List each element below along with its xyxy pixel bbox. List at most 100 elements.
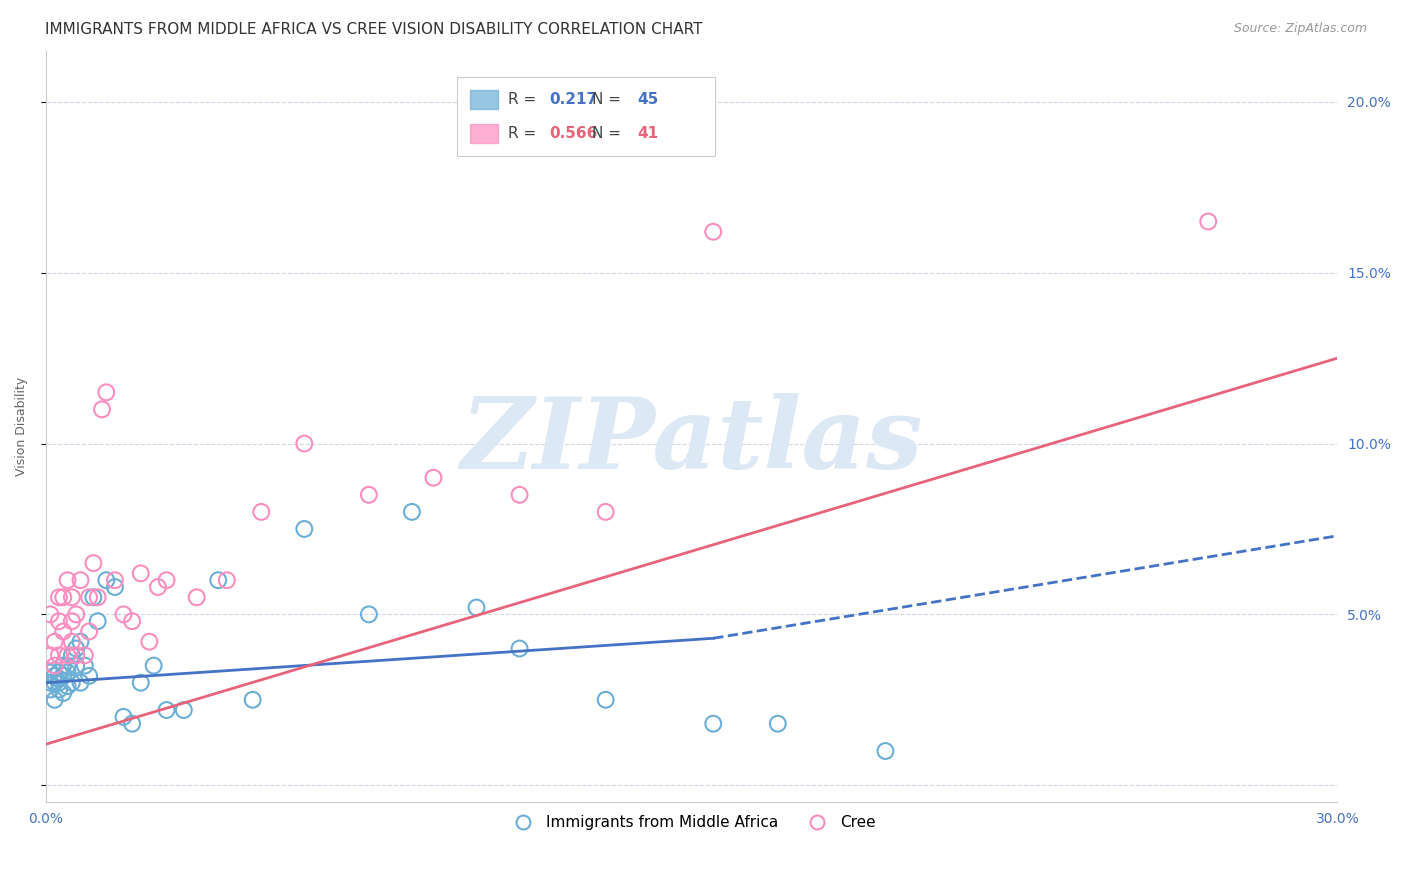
Point bbox=[509, 488, 531, 502]
Point bbox=[56, 573, 79, 587]
Point bbox=[65, 641, 87, 656]
Text: R =: R = bbox=[509, 92, 541, 107]
FancyBboxPatch shape bbox=[470, 124, 498, 143]
Point bbox=[77, 624, 100, 639]
Point bbox=[173, 703, 195, 717]
Point bbox=[39, 607, 62, 622]
Point bbox=[465, 600, 488, 615]
Point bbox=[702, 716, 724, 731]
Point bbox=[52, 658, 75, 673]
Point bbox=[56, 648, 79, 663]
Point bbox=[60, 634, 83, 648]
Point bbox=[48, 648, 70, 663]
Point bbox=[39, 675, 62, 690]
Point bbox=[207, 573, 229, 587]
Text: 41: 41 bbox=[637, 126, 658, 141]
Legend: Immigrants from Middle Africa, Cree: Immigrants from Middle Africa, Cree bbox=[502, 809, 882, 836]
Point bbox=[104, 573, 127, 587]
Point bbox=[96, 573, 118, 587]
Point bbox=[39, 682, 62, 697]
Point bbox=[142, 658, 165, 673]
Text: N =: N = bbox=[592, 126, 626, 141]
Point bbox=[60, 648, 83, 663]
Point bbox=[52, 686, 75, 700]
Point bbox=[82, 556, 104, 570]
Point bbox=[48, 614, 70, 628]
Point bbox=[48, 675, 70, 690]
Point bbox=[60, 675, 83, 690]
Point bbox=[82, 591, 104, 605]
Point bbox=[129, 675, 152, 690]
Text: 0.566: 0.566 bbox=[550, 126, 598, 141]
Text: R =: R = bbox=[509, 126, 541, 141]
Point bbox=[86, 591, 108, 605]
Point bbox=[250, 505, 273, 519]
Point bbox=[48, 591, 70, 605]
FancyBboxPatch shape bbox=[470, 90, 498, 109]
Point bbox=[39, 665, 62, 680]
Point bbox=[65, 658, 87, 673]
Point bbox=[292, 436, 315, 450]
Point bbox=[186, 591, 208, 605]
Point bbox=[52, 624, 75, 639]
Point bbox=[60, 591, 83, 605]
Point bbox=[65, 648, 87, 663]
Y-axis label: Vision Disability: Vision Disability bbox=[15, 376, 28, 476]
Point bbox=[52, 591, 75, 605]
Point bbox=[138, 634, 160, 648]
Point bbox=[242, 693, 264, 707]
Point bbox=[60, 614, 83, 628]
Point bbox=[73, 658, 96, 673]
Point bbox=[1197, 214, 1219, 228]
Point bbox=[96, 385, 118, 400]
Point bbox=[146, 580, 169, 594]
Point bbox=[875, 744, 897, 758]
Point bbox=[69, 634, 91, 648]
Point bbox=[65, 607, 87, 622]
Point bbox=[104, 580, 127, 594]
Point bbox=[44, 693, 66, 707]
Point bbox=[129, 566, 152, 581]
Point bbox=[595, 505, 617, 519]
Point bbox=[112, 607, 135, 622]
Text: 0.217: 0.217 bbox=[550, 92, 598, 107]
Point bbox=[69, 675, 91, 690]
Point bbox=[52, 669, 75, 683]
Point bbox=[121, 614, 143, 628]
Point bbox=[702, 225, 724, 239]
Point bbox=[44, 669, 66, 683]
Point bbox=[509, 641, 531, 656]
Text: ZIPatlas: ZIPatlas bbox=[461, 393, 922, 490]
Point bbox=[357, 607, 380, 622]
Point bbox=[48, 673, 70, 687]
Point bbox=[48, 682, 70, 697]
Point bbox=[73, 648, 96, 663]
Point bbox=[401, 505, 423, 519]
Point bbox=[56, 658, 79, 673]
Point bbox=[77, 669, 100, 683]
Point bbox=[56, 679, 79, 693]
Point bbox=[595, 693, 617, 707]
Point bbox=[91, 402, 114, 417]
Point bbox=[357, 488, 380, 502]
Point bbox=[44, 675, 66, 690]
Point bbox=[292, 522, 315, 536]
Point bbox=[121, 716, 143, 731]
Point bbox=[422, 471, 444, 485]
Point bbox=[86, 614, 108, 628]
Point bbox=[155, 703, 177, 717]
Point bbox=[44, 658, 66, 673]
Text: 45: 45 bbox=[637, 92, 659, 107]
Point bbox=[44, 634, 66, 648]
Text: Source: ZipAtlas.com: Source: ZipAtlas.com bbox=[1233, 22, 1367, 36]
Point bbox=[48, 665, 70, 680]
Point bbox=[56, 665, 79, 680]
Point bbox=[766, 716, 789, 731]
Point bbox=[69, 573, 91, 587]
Point bbox=[112, 710, 135, 724]
Point bbox=[155, 573, 177, 587]
FancyBboxPatch shape bbox=[457, 77, 716, 156]
Text: IMMIGRANTS FROM MIDDLE AFRICA VS CREE VISION DISABILITY CORRELATION CHART: IMMIGRANTS FROM MIDDLE AFRICA VS CREE VI… bbox=[45, 22, 703, 37]
Text: N =: N = bbox=[592, 92, 626, 107]
Point bbox=[39, 648, 62, 663]
